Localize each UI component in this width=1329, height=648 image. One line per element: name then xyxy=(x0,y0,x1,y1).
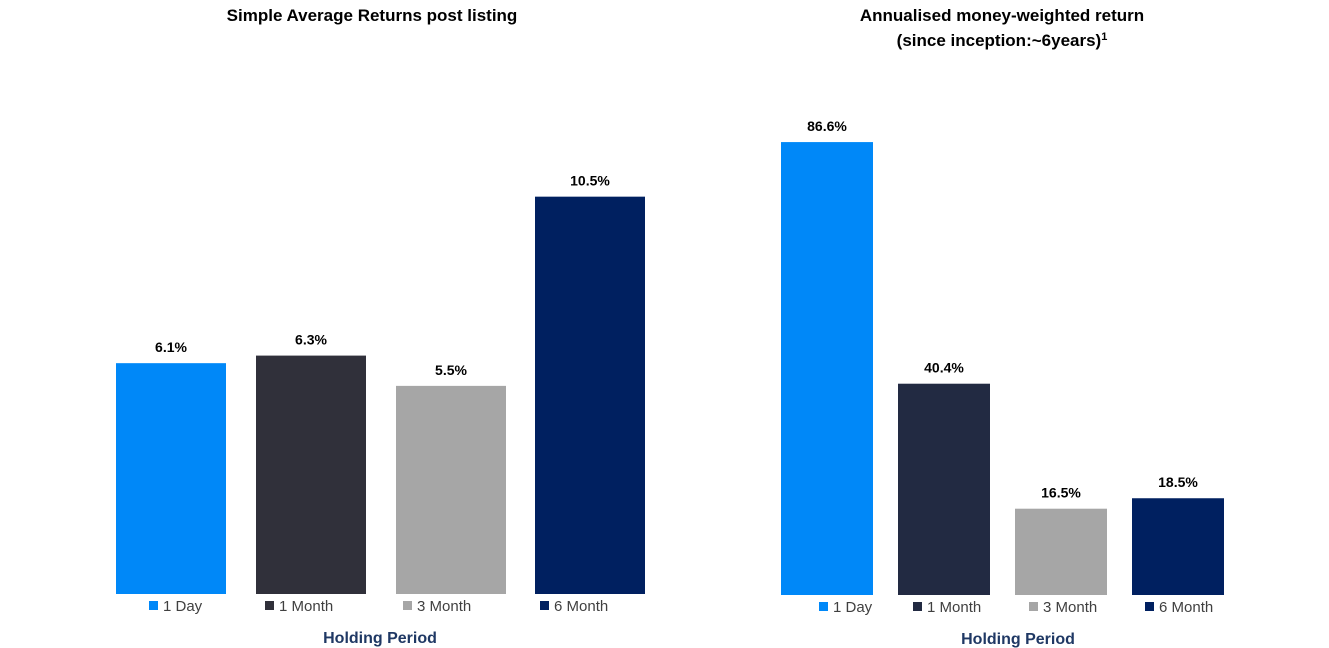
legend-swatch xyxy=(149,601,158,610)
chart-title: Simple Average Returns post listing xyxy=(227,6,518,25)
x-axis-label: Holding Period xyxy=(961,631,1075,648)
title-footnote-marker: 1 xyxy=(1101,31,1107,43)
bars-group xyxy=(116,196,645,594)
legend-swatch xyxy=(1145,602,1154,611)
bar-1-day xyxy=(781,142,873,595)
legend-swatch xyxy=(540,601,549,610)
bar-3-month xyxy=(1015,508,1107,595)
bar-6-month xyxy=(1132,498,1224,595)
bar-1-month xyxy=(256,355,366,594)
bar-3-month xyxy=(396,385,506,594)
data-label: 40.4% xyxy=(924,360,964,376)
bar-6-month xyxy=(535,196,645,594)
data-label: 86.6% xyxy=(807,118,847,134)
legend-label: 1 Day xyxy=(163,598,203,615)
chart-annualised-money-weighted-return: Annualised money-weighted return (since … xyxy=(781,6,1224,648)
bars-group xyxy=(781,142,1224,595)
legend-swatch xyxy=(819,602,828,611)
value-labels-group: 6.1% 6.3% 5.5% 10.5% xyxy=(155,173,610,378)
legend-label: 1 Day xyxy=(833,599,873,616)
data-label: 16.5% xyxy=(1041,485,1081,501)
data-label: 6.1% xyxy=(155,339,187,355)
chart-title-line2: (since inception:~6years)1 xyxy=(897,31,1108,50)
data-label: 6.3% xyxy=(295,332,327,348)
data-label: 5.5% xyxy=(435,362,467,378)
bar-1-day xyxy=(116,363,226,594)
bar-1-month xyxy=(898,383,990,595)
legend-label: 1 Month xyxy=(279,598,333,615)
legend-label: 1 Month xyxy=(927,599,981,616)
data-label: 10.5% xyxy=(570,173,610,189)
data-label: 18.5% xyxy=(1158,474,1198,490)
chart-title-line2-text: (since inception:~6years) xyxy=(897,31,1102,50)
value-labels-group: 86.6% 40.4% 16.5% 18.5% xyxy=(807,118,1198,501)
x-axis-label: Holding Period xyxy=(323,630,437,647)
legend-label: 3 Month xyxy=(417,598,471,615)
legend-label: 6 Month xyxy=(1159,599,1213,616)
legend-swatch xyxy=(403,601,412,610)
legend-swatch xyxy=(913,602,922,611)
legend-swatch xyxy=(1029,602,1038,611)
legend-label: 3 Month xyxy=(1043,599,1097,616)
chart-title: Annualised money-weighted return xyxy=(860,6,1144,25)
legend: 1 Day 1 Month 3 Month 6 Month xyxy=(149,598,608,615)
legend-swatch xyxy=(265,601,274,610)
legend: 1 Day 1 Month 3 Month 6 Month xyxy=(819,599,1213,616)
legend-label: 6 Month xyxy=(554,598,608,615)
chart-simple-average-returns: Simple Average Returns post listing 6.1%… xyxy=(116,6,645,647)
